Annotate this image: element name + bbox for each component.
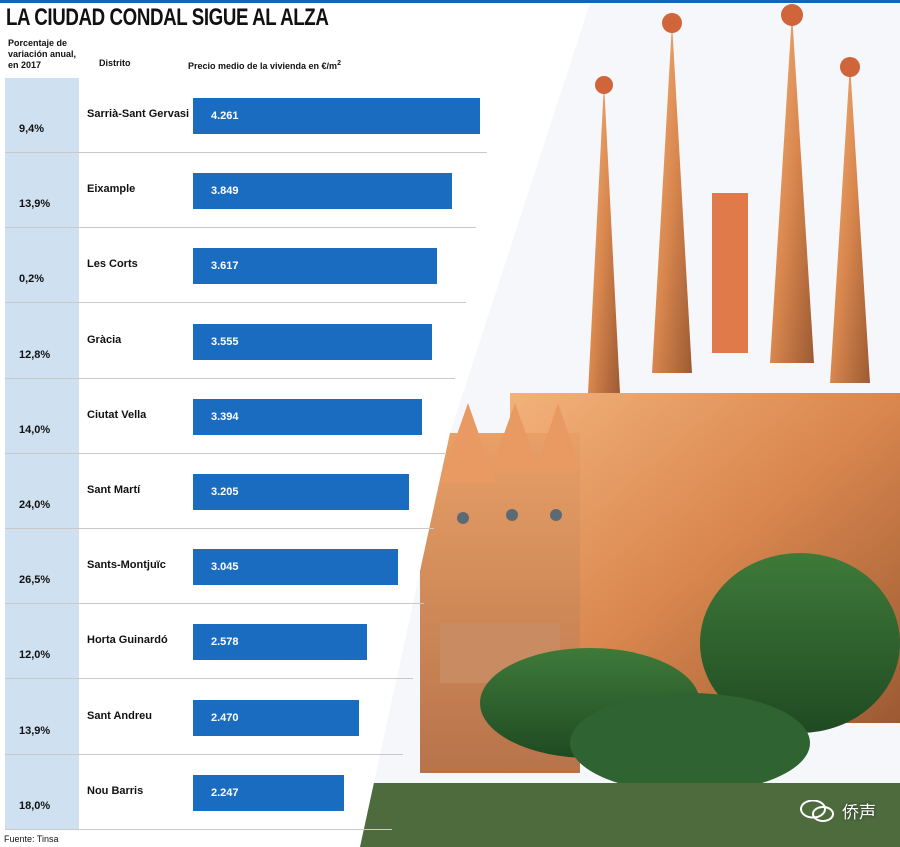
source-note: Fuente: Tinsa bbox=[4, 834, 59, 844]
table-row: 13,9% Eixample 3.849 bbox=[5, 153, 476, 229]
annual-change-label: 13,9% bbox=[19, 724, 51, 737]
table-row: 14,0% Ciutat Vella 3.394 bbox=[5, 379, 445, 454]
annual-change-label: 13,9% bbox=[19, 198, 51, 211]
table-row: 12,8% Gràcia 3.555 bbox=[5, 304, 455, 379]
bar-value-label: 3.849 bbox=[211, 185, 239, 198]
bar-value-label: 3.394 bbox=[211, 410, 239, 423]
bar: 3.849 bbox=[193, 173, 453, 210]
bar: 2.470 bbox=[193, 699, 360, 736]
annual-change-label: 26,5% bbox=[19, 574, 51, 587]
table-row: 9,4% Sarrià-Sant Gervasi 4.261 bbox=[5, 78, 487, 153]
title-rule bbox=[0, 0, 900, 3]
table-row: 18,0% Nou Barris 2.247 bbox=[5, 755, 392, 830]
annual-change-label: 24,0% bbox=[19, 499, 51, 511]
bar-value-label: 2.470 bbox=[211, 711, 239, 724]
district-label: Les Corts bbox=[87, 258, 138, 271]
header-percent: Porcentaje de variación anual, en 2017 bbox=[8, 38, 77, 70]
annual-change-label: 14,0% bbox=[19, 423, 51, 436]
row-separator bbox=[5, 452, 445, 454]
district-label: Horta Guinardó bbox=[87, 634, 168, 647]
watermark-text: 侨声 bbox=[842, 803, 876, 822]
bar-value-label: 2.578 bbox=[211, 636, 239, 649]
bar-value-label: 4.261 bbox=[211, 110, 239, 122]
district-label: Gràcia bbox=[87, 333, 122, 346]
row-separator bbox=[5, 227, 476, 229]
bar: 3.045 bbox=[193, 549, 399, 586]
district-label: Sarrià-Sant Gervasi bbox=[87, 108, 190, 120]
annual-change-label: 18,0% bbox=[19, 799, 51, 812]
annual-change-label: 9,4% bbox=[19, 123, 45, 135]
district-label: Sant Martí bbox=[87, 484, 141, 496]
bar-value-label: 3.205 bbox=[211, 486, 239, 498]
header-price: Precio medio de la vivienda en €/m2 bbox=[188, 60, 341, 71]
sagrada-familia-photo bbox=[360, 3, 900, 847]
row-separator bbox=[5, 678, 413, 680]
row-separator bbox=[5, 828, 392, 830]
bar-value-label: 2.247 bbox=[211, 786, 239, 799]
photo-illustration bbox=[360, 3, 900, 847]
row-separator bbox=[5, 753, 403, 755]
bar: 2.578 bbox=[193, 624, 367, 661]
watermark: 侨声 bbox=[800, 798, 876, 823]
table-row: 0,2% Les Corts 3.617 bbox=[5, 228, 466, 304]
annual-change-label: 0,2% bbox=[19, 273, 45, 286]
table-row: 24,0% Sant Martí 3.205 bbox=[5, 454, 434, 529]
wechat-icon bbox=[800, 799, 834, 822]
annual-change-label: 12,0% bbox=[19, 649, 51, 662]
district-label: Sant Andreu bbox=[87, 709, 152, 722]
district-label: Nou Barris bbox=[87, 784, 144, 797]
district-label: Eixample bbox=[87, 183, 136, 196]
annual-change-label: 12,8% bbox=[19, 348, 51, 361]
bar: 3.394 bbox=[193, 398, 422, 435]
row-separator bbox=[5, 302, 466, 304]
table-row: 13,9% Sant Andreu 2.470 bbox=[5, 680, 403, 755]
row-separator bbox=[5, 377, 455, 379]
table-row: 26,5% Sants-Montjuïc 3.045 bbox=[5, 529, 424, 605]
bar: 4.261 bbox=[193, 98, 480, 134]
district-label: Ciutat Vella bbox=[87, 408, 147, 421]
bar-value-label: 3.045 bbox=[211, 561, 239, 574]
bar-value-label: 3.617 bbox=[211, 260, 239, 273]
bar: 3.617 bbox=[193, 248, 437, 285]
row-separator bbox=[5, 152, 487, 153]
row-separator bbox=[5, 528, 434, 529]
row-separator bbox=[5, 603, 424, 605]
chart-title: LA CIUDAD CONDAL SIGUE AL ALZA bbox=[6, 4, 329, 31]
bar-value-label: 3.555 bbox=[211, 335, 239, 348]
percent-column bbox=[5, 78, 79, 830]
table-row: 12,0% Horta Guinardó 2.578 bbox=[5, 604, 413, 680]
bar: 3.555 bbox=[193, 323, 433, 360]
bar: 3.205 bbox=[193, 474, 409, 510]
bar: 2.247 bbox=[193, 774, 345, 811]
header-district: Distrito bbox=[99, 58, 131, 68]
district-label: Sants-Montjuïc bbox=[87, 559, 166, 572]
